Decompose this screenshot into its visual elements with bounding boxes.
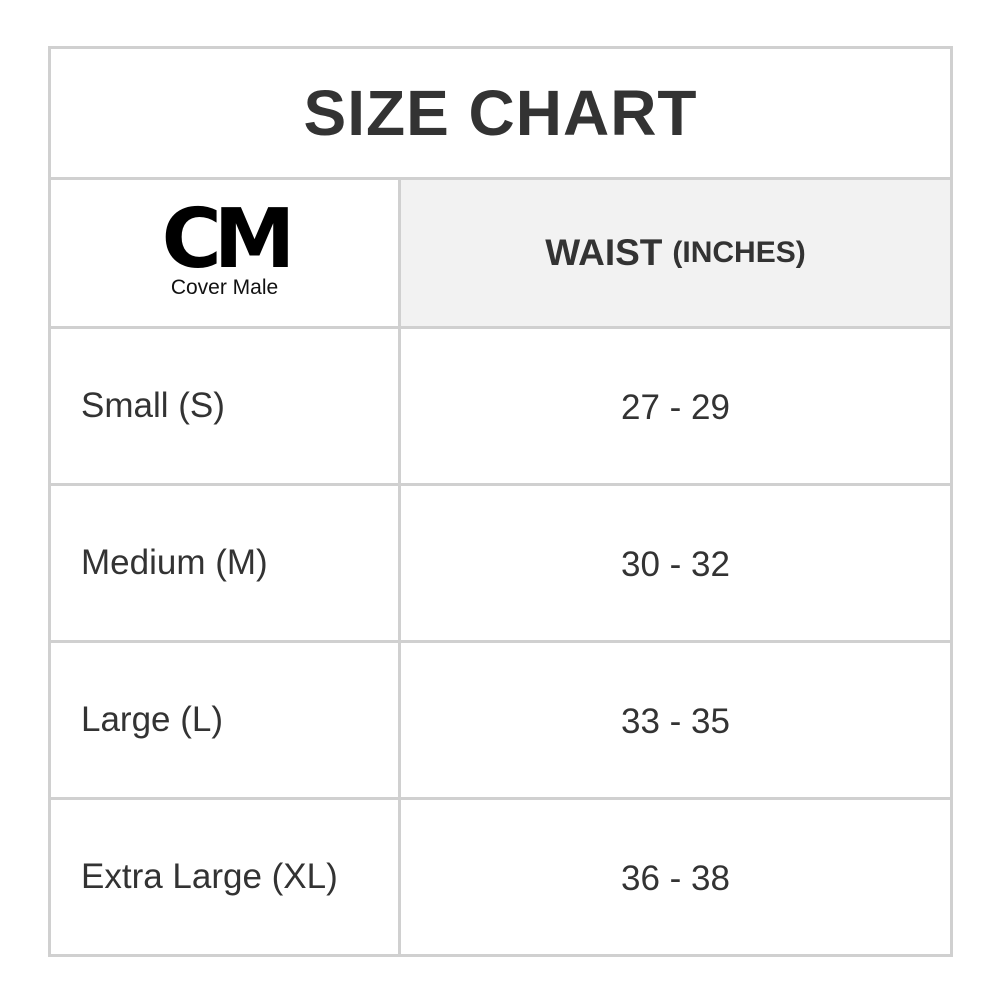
- logo-name: Cover Male: [170, 276, 279, 299]
- logo: CM Cover Male: [48, 177, 401, 329]
- header-label: WAIST: [545, 232, 663, 273]
- title: SIZE CHART: [48, 46, 953, 180]
- logo-mark: CM: [161, 192, 296, 287]
- waist-value: 33 - 35: [398, 640, 953, 800]
- size-label: Medium (M): [48, 483, 401, 643]
- waist-value: 30 - 32: [398, 483, 953, 643]
- waist-value: 36 - 38: [398, 797, 953, 957]
- waist-value: 27 - 29: [398, 326, 953, 486]
- size-label: Small (S): [48, 326, 401, 486]
- size-label: Extra Large (XL): [48, 797, 401, 957]
- column-header: WAIST (INCHES): [398, 177, 953, 329]
- header-unit: (INCHES): [672, 236, 806, 269]
- size-label: Large (L): [48, 640, 401, 800]
